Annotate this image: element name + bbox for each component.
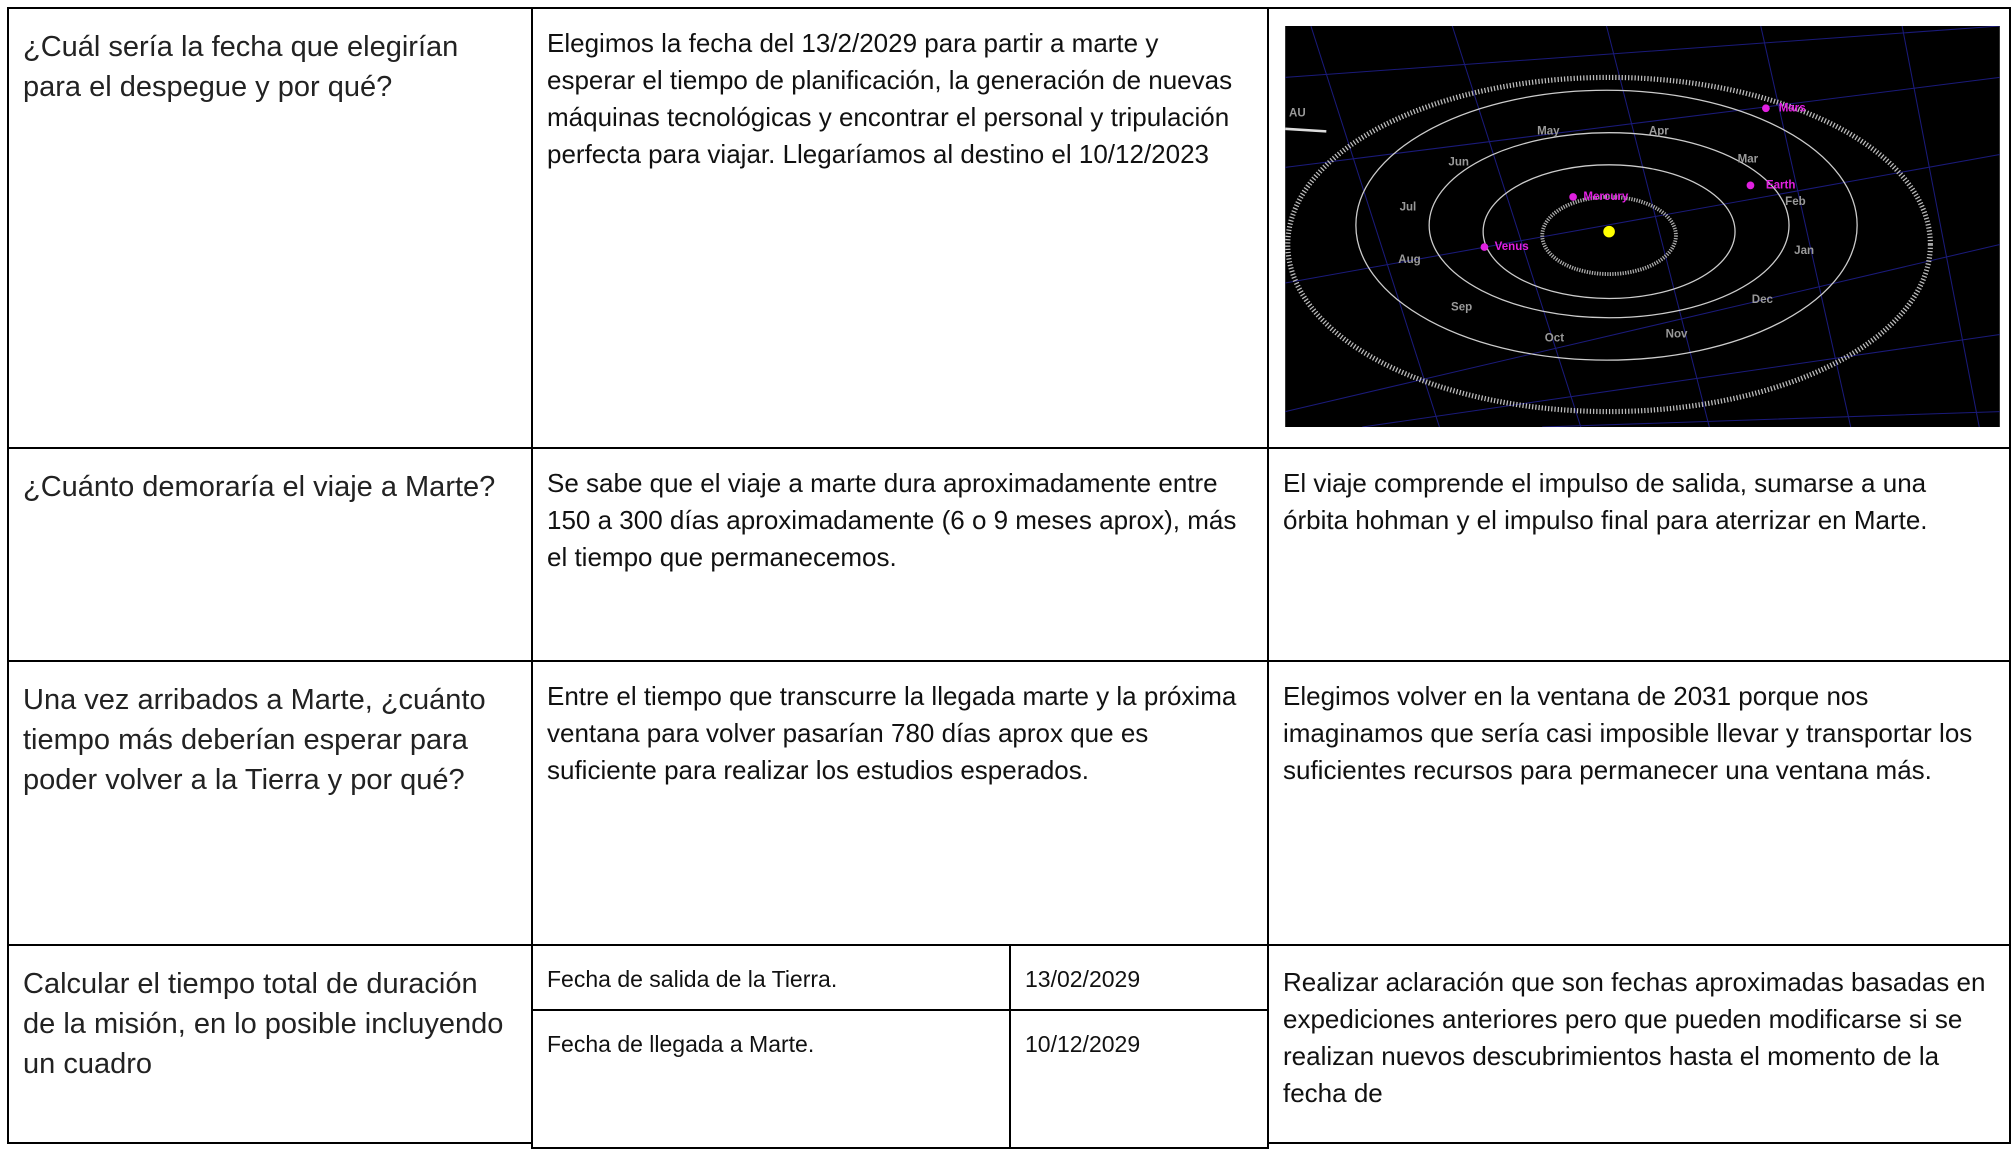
schedule-label: Fecha de salida de la Tierra. xyxy=(531,944,1011,1011)
planet-label: Mars xyxy=(1779,102,1806,114)
sun xyxy=(1603,225,1615,238)
outer-ring xyxy=(1285,74,1933,415)
month-label: Oct xyxy=(1545,332,1564,344)
schedule-date: 13/02/2029 xyxy=(1009,944,1269,1011)
venus-orbit xyxy=(1482,164,1736,300)
month-label: Jun xyxy=(1448,156,1469,168)
note-cell: Realizar aclaración que son fechas aprox… xyxy=(1267,944,2011,1144)
orbit-diagram: AU Mars Earth Mercury Venus May Apr Mar … xyxy=(1285,26,2000,427)
month-label: Jan xyxy=(1794,245,1814,257)
month-label: Sep xyxy=(1451,302,1472,314)
planet-dot xyxy=(1762,104,1770,113)
mars-orbit xyxy=(1355,89,1858,361)
scale-label: AU xyxy=(1289,107,1306,119)
planet-dot xyxy=(1569,193,1577,201)
note-cell: El viaje comprende el impulso de salida,… xyxy=(1267,447,2011,662)
month-label: Nov xyxy=(1666,329,1688,341)
page: ¿Cuál sería la fecha que elegirían para … xyxy=(7,7,2011,1149)
month-label: Aug xyxy=(1398,254,1420,266)
answer-cell: Se sabe que el viaje a marte dura aproxi… xyxy=(531,447,1269,662)
planet-dot xyxy=(1480,243,1489,251)
image-background xyxy=(1285,26,2000,427)
month-label: Apr xyxy=(1649,125,1669,137)
planet-label: Mercury xyxy=(1583,191,1629,203)
schedule-date: 10/12/2029 xyxy=(1009,1009,1269,1149)
answer-cell: Elegimos la fecha del 13/2/2029 para par… xyxy=(531,7,1269,449)
question-cell: Una vez arribados a Marte, ¿cuánto tiemp… xyxy=(7,660,533,946)
mercury-orbit xyxy=(1540,195,1678,276)
answer-cell: Entre el tiempo que transcurre la llegad… xyxy=(531,660,1269,946)
month-label: Mar xyxy=(1738,154,1759,166)
question-cell: ¿Cuál sería la fecha que elegirían para … xyxy=(7,7,533,449)
month-label: May xyxy=(1537,125,1560,137)
question-cell: ¿Cuánto demoraría el viaje a Marte? xyxy=(7,447,533,662)
month-label: Jul xyxy=(1400,201,1417,213)
month-label: Dec xyxy=(1752,294,1774,306)
note-cell: Elegimos volver en la ventana de 2031 po… xyxy=(1267,660,2011,946)
month-label: Feb xyxy=(1785,196,1806,208)
planet-label: Earth xyxy=(1766,179,1796,191)
planet-dot xyxy=(1746,181,1755,190)
planet-label: Venus xyxy=(1495,241,1529,253)
scale-bar xyxy=(1285,127,1327,133)
grid xyxy=(1285,26,2000,427)
question-cell: Calcular el tiempo total de duración de … xyxy=(7,944,533,1144)
schedule-label: Fecha de llegada a Marte. xyxy=(531,1009,1011,1149)
image-cell: AU Mars Earth Mercury Venus May Apr Mar … xyxy=(1267,7,2011,449)
earth-orbit xyxy=(1428,132,1790,319)
